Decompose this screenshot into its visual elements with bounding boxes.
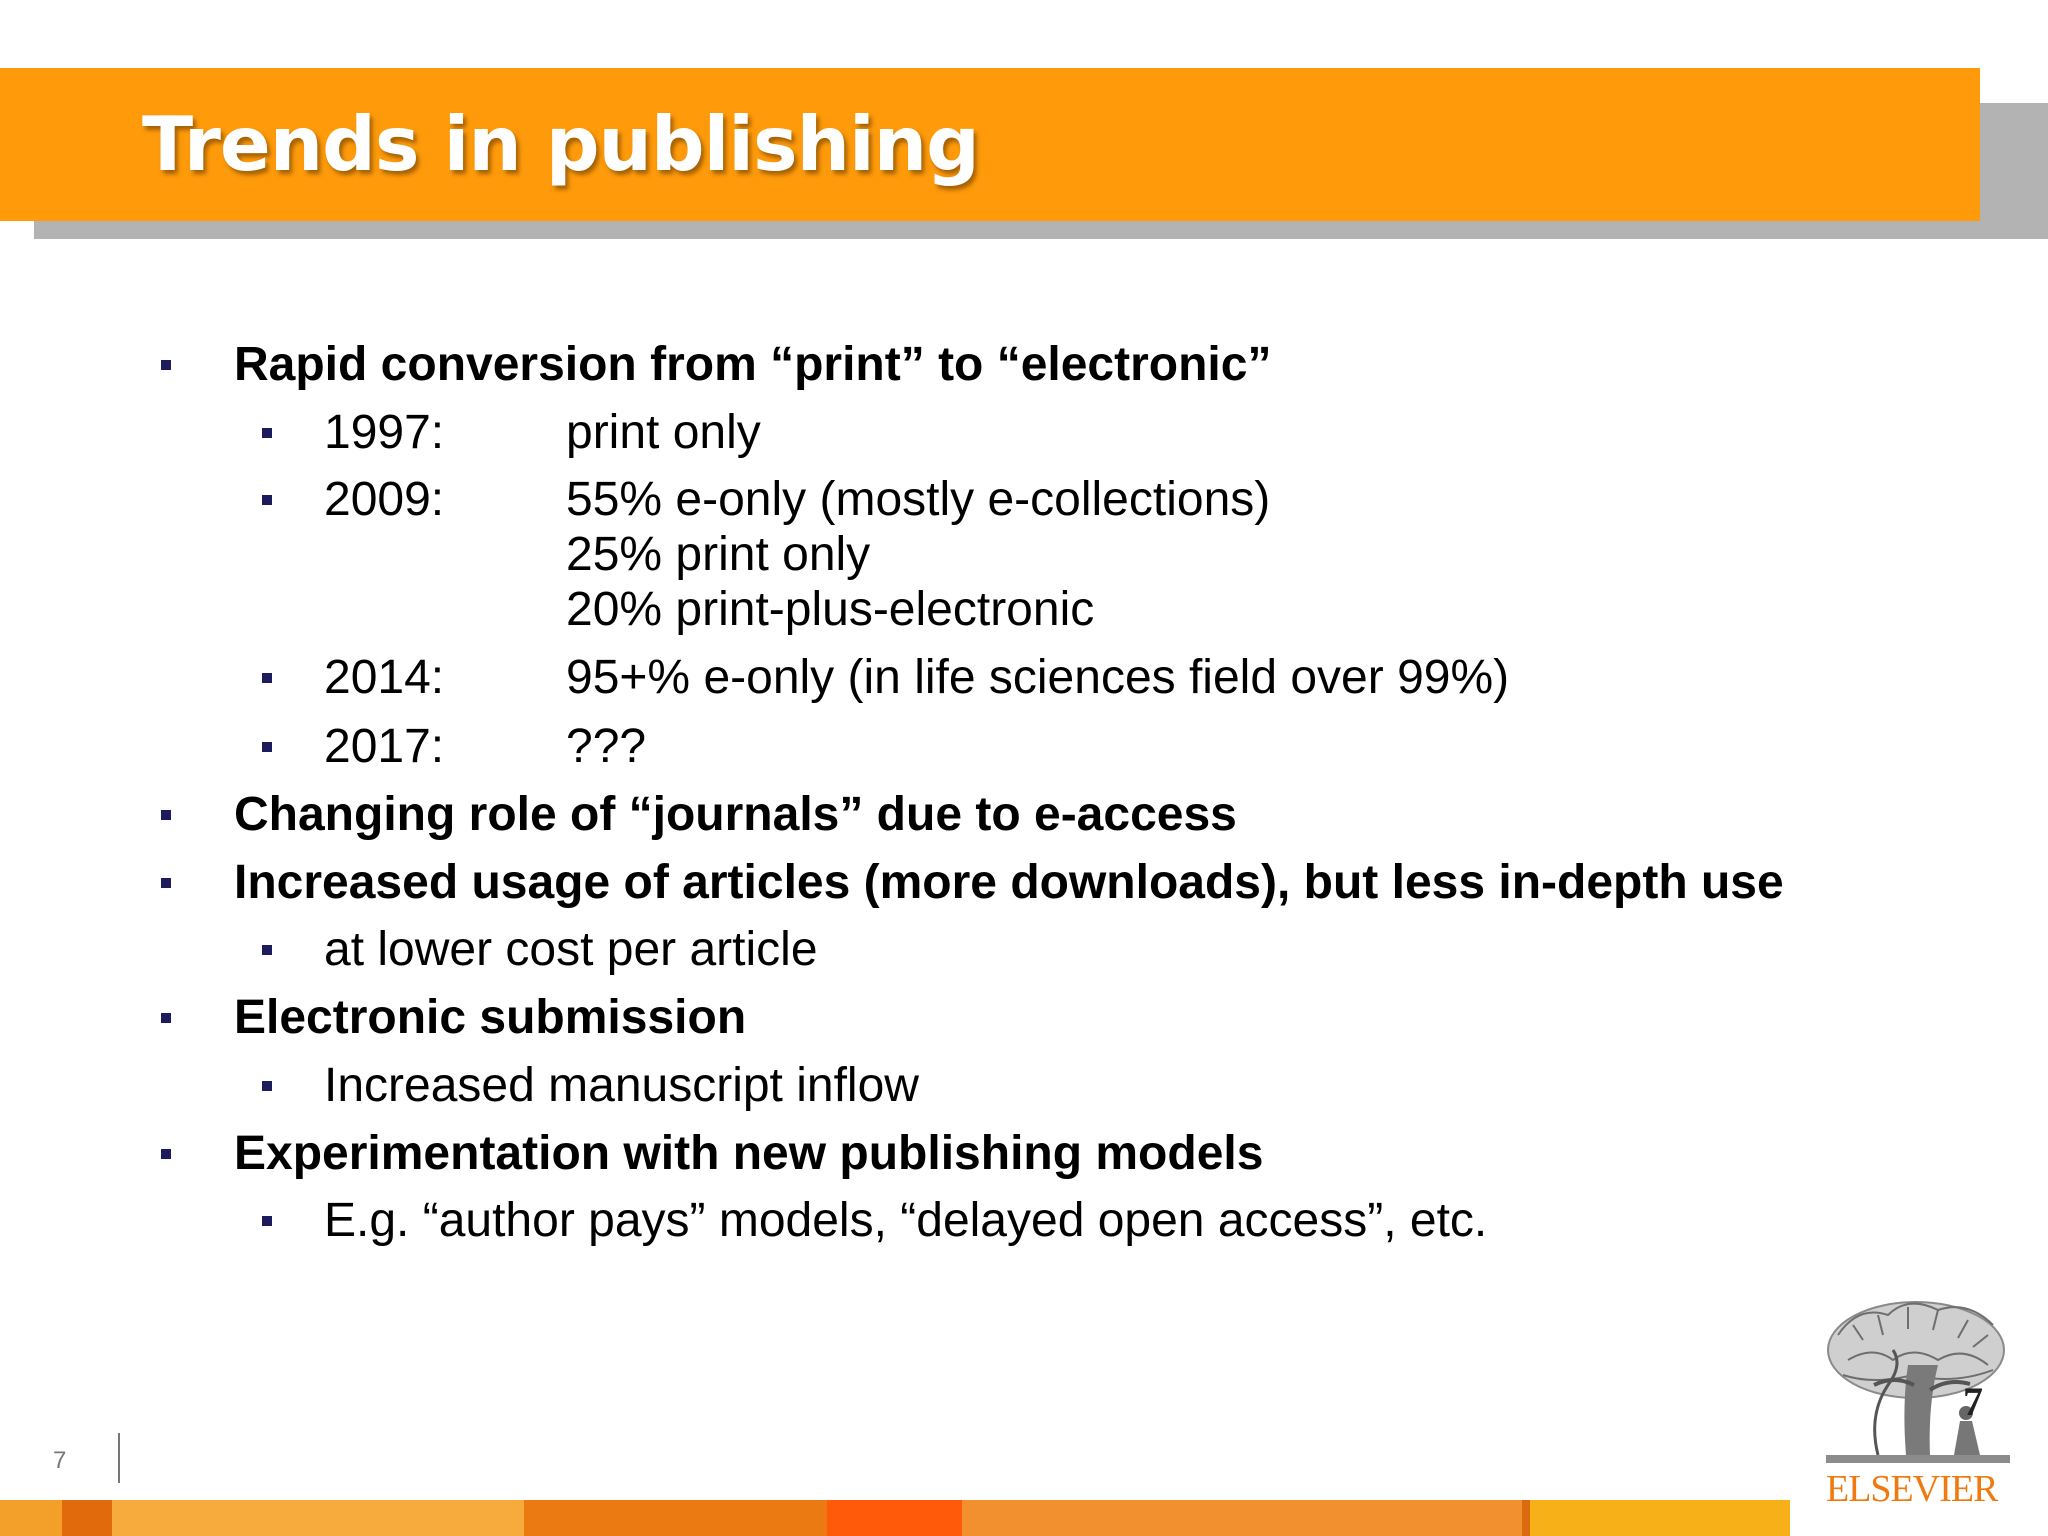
bullet-rapid-conversion: Rapid conversion from “print” to “electr… <box>234 337 1272 391</box>
title-banner <box>0 68 1980 221</box>
elsevier-logo <box>1818 1295 2018 1510</box>
bullet-marker <box>262 428 272 438</box>
slide-page-number: 7 <box>53 1447 67 1474</box>
footer-segment <box>524 1500 827 1536</box>
footer-segment <box>1530 1500 1790 1536</box>
logo-number: 7 <box>1963 1379 1983 1424</box>
footer-color-bar <box>0 1500 1790 1536</box>
year-label: 2017: <box>324 719 445 773</box>
bullet-marker <box>161 810 171 820</box>
year-value: print only <box>566 405 761 459</box>
year-value-continuation: 25% print only <box>566 528 871 581</box>
bullet-electronic-submission: Electronic submission <box>234 990 747 1044</box>
year-label: 2009: <box>324 472 445 526</box>
year-label: 1997: <box>324 405 445 459</box>
footer-segment <box>962 1500 1522 1536</box>
sub-bullet-lower-cost: at lower cost per article <box>324 922 818 976</box>
year-value: 95+% e-only (in life sciences field over… <box>566 650 1510 704</box>
year-value: ??? <box>566 719 647 773</box>
sub-bullet-2009: 2009: 55% e-only (mostly e-collections) <box>324 469 1270 529</box>
elsevier-wordmark: ELSEVIER <box>1826 1468 1998 1510</box>
bullet-marker <box>262 1216 272 1226</box>
slide-title: Trends in publishing <box>142 100 980 188</box>
bullet-marker <box>262 945 272 955</box>
sub-bullet-1997: 1997: print only <box>324 402 761 462</box>
bullet-marker <box>262 673 272 683</box>
bullet-marker <box>161 360 171 370</box>
footer-segment <box>827 1500 962 1536</box>
bullet-marker <box>262 742 272 752</box>
bullet-marker <box>262 495 272 505</box>
year-value: 55% e-only (mostly e-collections) <box>566 472 1271 526</box>
bullet-marker <box>161 878 171 888</box>
bullet-marker <box>161 1013 171 1023</box>
bullet-increased-usage: Increased usage of articles (more downlo… <box>234 855 1784 909</box>
page-number-divider <box>118 1433 120 1483</box>
year-value-continuation: 20% print-plus-electronic <box>566 583 1095 636</box>
sub-bullet-2017: 2017: ??? <box>324 716 646 776</box>
sub-bullet-2014: 2014: 95+% e-only (in life sciences fiel… <box>324 647 1509 707</box>
year-label: 2014: <box>324 650 445 704</box>
bullet-experimentation: Experimentation with new publishing mode… <box>234 1126 1264 1180</box>
footer-segment <box>112 1500 524 1536</box>
footer-segment <box>0 1500 62 1536</box>
bullet-marker <box>161 1149 171 1159</box>
elsevier-tree-icon <box>1826 1301 2010 1463</box>
bullet-changing-role: Changing role of “journals” due to e-acc… <box>234 787 1237 841</box>
sub-bullet-manuscript-inflow: Increased manuscript inflow <box>324 1058 919 1112</box>
bullet-marker <box>262 1081 272 1091</box>
footer-segment <box>1522 1500 1530 1536</box>
sub-bullet-author-pays: E.g. “author pays” models, “delayed open… <box>324 1193 1488 1247</box>
footer-segment <box>62 1500 112 1536</box>
